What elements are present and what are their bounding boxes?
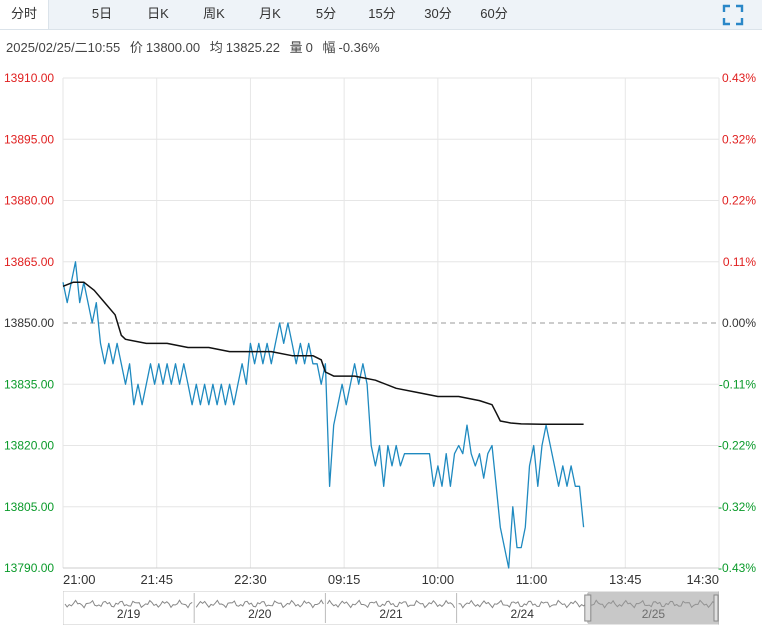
navigator-trend-line — [326, 599, 456, 609]
y-tick-label-right: 0.22% — [722, 194, 756, 208]
x-tick-label: 10:00 — [422, 572, 455, 587]
chart-series — [62, 261, 585, 569]
x-tick-label: 14:30 — [686, 572, 719, 587]
average-price-line — [62, 281, 584, 426]
navigator-date-label: 2/24 — [511, 607, 535, 621]
y-tick-label-left: 13790.00 — [4, 561, 54, 575]
tab-weekly-k[interactable]: 周K — [203, 6, 225, 21]
tab-5min[interactable]: 5分 — [315, 6, 337, 21]
x-tick-label: 09:15 — [328, 572, 361, 587]
y-tick-label-left: 13805.00 — [4, 500, 54, 514]
fullscreen-icon[interactable] — [722, 4, 744, 26]
navigator-date-label: 2/20 — [248, 607, 272, 621]
y-tick-label-right: -0.11% — [719, 377, 756, 391]
y-tick-label-left: 13895.00 — [4, 132, 54, 146]
y-tick-label-right: -0.22% — [718, 439, 756, 453]
y-tick-label-left: 13850.00 — [4, 316, 54, 330]
y-tick-label-left: 13880.00 — [4, 194, 54, 208]
tab-30min[interactable]: 30分 — [424, 6, 452, 21]
y-tick-label-right: 0.00% — [722, 316, 756, 330]
info-change: -0.36% — [338, 40, 380, 55]
navigator-handle-left[interactable] — [584, 594, 592, 622]
chart-grid — [62, 77, 720, 569]
tab-monthly-k[interactable]: 月K — [259, 6, 281, 21]
navigator-trend-line — [64, 599, 193, 609]
info-avg-label: 均 — [209, 40, 223, 55]
y-tick-label-left: 13910.00 — [4, 71, 54, 85]
tab-daily-k[interactable]: 日K — [147, 6, 169, 21]
y-tick-label-left: 13820.00 — [4, 439, 54, 453]
y-tick-label-right: 0.11% — [723, 255, 756, 269]
navigator-date-label: 2/21 — [379, 607, 403, 621]
navigator-date-label: 2/19 — [117, 607, 141, 621]
info-change-label: 幅 — [322, 40, 336, 55]
y-tick-label-left: 13865.00 — [4, 255, 54, 269]
y-axis-left-price: 13910.00 13895.00 13880.00 13865.00 13850.00… — [4, 71, 54, 575]
y-tick-label-right: 0.43% — [722, 71, 756, 85]
info-price: 13800.00 — [145, 40, 201, 55]
navigator-trend-line — [458, 599, 587, 609]
x-tick-label: 21:45 — [140, 572, 173, 587]
y-axis-right-percent: 0.43% 0.32% 0.22% 0.11% 0.00% -0.11% -0.22% -0.… — [718, 71, 756, 575]
info-price-label: 价 — [129, 40, 143, 55]
x-tick-label: 13:45 — [609, 572, 642, 587]
info-volume: 0 — [305, 40, 313, 55]
y-tick-label-right: -0.32% — [718, 500, 756, 514]
navigator-trend-line — [195, 599, 324, 609]
y-tick-label-right: 0.32% — [722, 132, 756, 146]
intraday-chart[interactable]: 13910.00 13895.00 13880.00 13865.00 13850.00… — [0, 62, 762, 592]
x-tick-label: 22:30 — [234, 572, 267, 587]
tab-15min[interactable]: 15分 — [368, 6, 396, 21]
y-tick-label-left: 13835.00 — [4, 377, 54, 391]
price-line — [62, 261, 585, 569]
info-avg: 13825.22 — [225, 40, 280, 55]
x-tick-label: 11:00 — [516, 572, 548, 587]
navigator-handle-right[interactable] — [713, 594, 719, 622]
navigator-selection[interactable] — [587, 592, 719, 624]
period-tab-bar: 分时 5日 日K 周K 月K 5分 15分 30分 60分 — [0, 0, 762, 30]
tab-60min[interactable]: 60分 — [480, 6, 508, 21]
tab-5day[interactable]: 5日 — [91, 6, 113, 21]
info-datetime: 2025/02/25/二10:55 — [6, 40, 121, 55]
tab-intraday[interactable]: 分时 — [0, 0, 49, 29]
x-tick-label: 21:00 — [63, 572, 96, 587]
info-volume-label: 量 — [289, 40, 303, 55]
y-tick-label-right: -0.43% — [718, 561, 756, 575]
time-range-navigator[interactable]: 2/192/202/212/242/25 — [63, 591, 719, 625]
x-axis-time: 21:00 21:45 22:30 09:15 10:00 11:00 13:45 14:30 — [63, 572, 719, 587]
